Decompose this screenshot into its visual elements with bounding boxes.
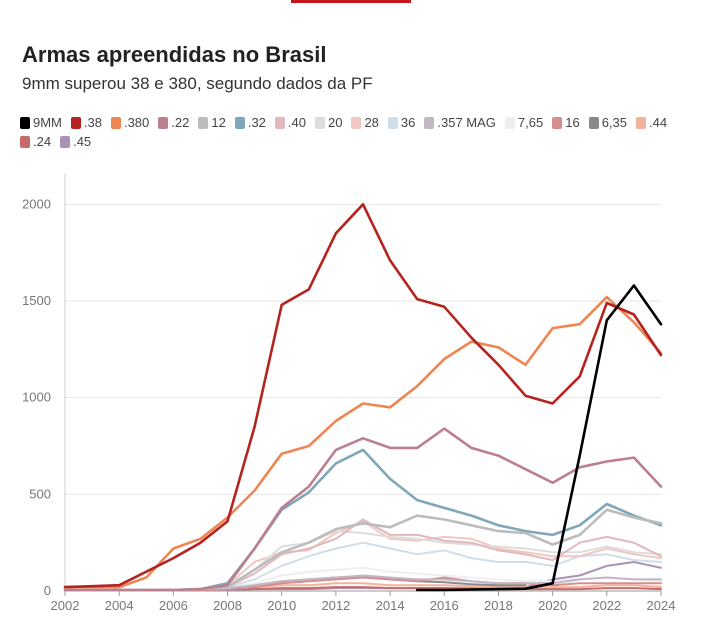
legend-label: 7,65	[517, 115, 544, 130]
legend-label: 9MM	[33, 115, 62, 130]
legend-swatch	[60, 135, 71, 148]
legend-item-45[interactable]: .45	[60, 132, 91, 151]
legend-label: .24	[33, 134, 52, 149]
axes: 0 500 1000 1500 2000 2002 2004 2006 2008 2010 2012…	[22, 173, 675, 613]
x-tick-label: 2012	[321, 598, 350, 613]
legend-item-40[interactable]: .40	[274, 113, 306, 132]
legend-swatch	[20, 116, 30, 129]
legend-label: .44	[649, 115, 668, 130]
legend-swatch	[274, 116, 285, 129]
legend-item-357-mag[interactable]: .357 MAG	[424, 113, 496, 132]
legend-label: 36	[400, 115, 416, 130]
legend-swatch	[234, 116, 245, 129]
legend-label: .40	[287, 115, 306, 130]
legend-swatch	[351, 116, 362, 129]
legend-item-38[interactable]: .38	[70, 113, 102, 132]
series-line-380[interactable]	[63, 295, 663, 589]
x-tick-label: 2018	[484, 598, 513, 613]
top-accent-bar	[291, 0, 411, 3]
legend-label: 16	[565, 115, 580, 130]
legend-item-32[interactable]: .32	[234, 113, 266, 132]
x-tick-label: 2020	[538, 598, 567, 613]
legend-swatch	[424, 116, 435, 129]
series-lines	[63, 203, 663, 592]
x-tick-label: 2024	[647, 598, 676, 613]
legend-label: .380	[123, 115, 150, 130]
x-tick-label: 2008	[213, 598, 242, 613]
chart-legend: 9MM .38 .380 .22 12 .32 .40 20 28 36 .357 MAG 7,65 1…	[20, 113, 680, 151]
grid-lines	[65, 203, 661, 495]
legend-label: .45	[73, 134, 92, 149]
legend-item-6-35[interactable]: 6,35	[588, 113, 628, 132]
legend-swatch	[636, 116, 647, 129]
legend-swatch	[552, 116, 563, 129]
chart-title: Armas apreendidas no Brasil	[22, 42, 327, 67]
x-tick-label: 2022	[592, 598, 621, 613]
x-tick-label: 2016	[430, 598, 459, 613]
legend-item-16[interactable]: 16	[552, 113, 580, 132]
y-tick-label: 500	[29, 486, 51, 501]
legend-swatch	[70, 116, 81, 129]
legend-label: 6,35	[601, 115, 628, 130]
legend-swatch	[158, 116, 169, 129]
series-line-38[interactable]	[63, 203, 663, 589]
x-tick-label: 2002	[51, 598, 80, 613]
x-tick-label: 2004	[105, 598, 134, 613]
series-line-9mm[interactable]	[415, 284, 663, 592]
legend-swatch	[387, 116, 398, 129]
legend-item-380[interactable]: .380	[110, 113, 150, 132]
legend-item-12[interactable]: 12	[198, 113, 226, 132]
x-tick-label: 2014	[376, 598, 405, 613]
legend-item-20[interactable]: 20	[314, 113, 343, 132]
legend-label: .32	[247, 115, 266, 130]
x-tick-label: 2006	[159, 598, 188, 613]
legend-swatch	[198, 116, 209, 129]
legend-swatch	[588, 116, 599, 129]
legend-item-24[interactable]: .24	[20, 132, 51, 151]
legend-item-44[interactable]: .44	[636, 113, 667, 132]
legend-label: 20	[327, 115, 343, 130]
legend-label: .357 MAG	[437, 115, 496, 130]
chart-subtitle: 9mm superou 38 e 380, segundo dados da P…	[22, 74, 373, 93]
y-tick-label: 2000	[22, 196, 51, 211]
legend-label: .22	[171, 115, 190, 130]
legend-item-22[interactable]: .22	[158, 113, 189, 132]
legend-label: 28	[364, 115, 379, 130]
y-tick-label: 1000	[22, 390, 51, 405]
legend-swatch	[504, 116, 515, 129]
legend-label: 12	[211, 115, 226, 130]
legend-swatch	[314, 116, 325, 129]
legend-item-7-65[interactable]: 7,65	[504, 113, 544, 132]
legend-item-28[interactable]: 28	[351, 113, 379, 132]
legend-item-36[interactable]: 36	[387, 113, 416, 132]
x-tick-label: 2010	[267, 598, 296, 613]
legend-swatch	[110, 116, 121, 129]
y-tick-label: 0	[44, 583, 51, 598]
series-line-22[interactable]	[63, 427, 663, 592]
legend-label: .38	[83, 115, 102, 130]
y-tick-label: 1500	[22, 293, 51, 308]
legend-item-9mm[interactable]: 9MM	[20, 113, 62, 132]
legend-swatch	[20, 135, 30, 148]
